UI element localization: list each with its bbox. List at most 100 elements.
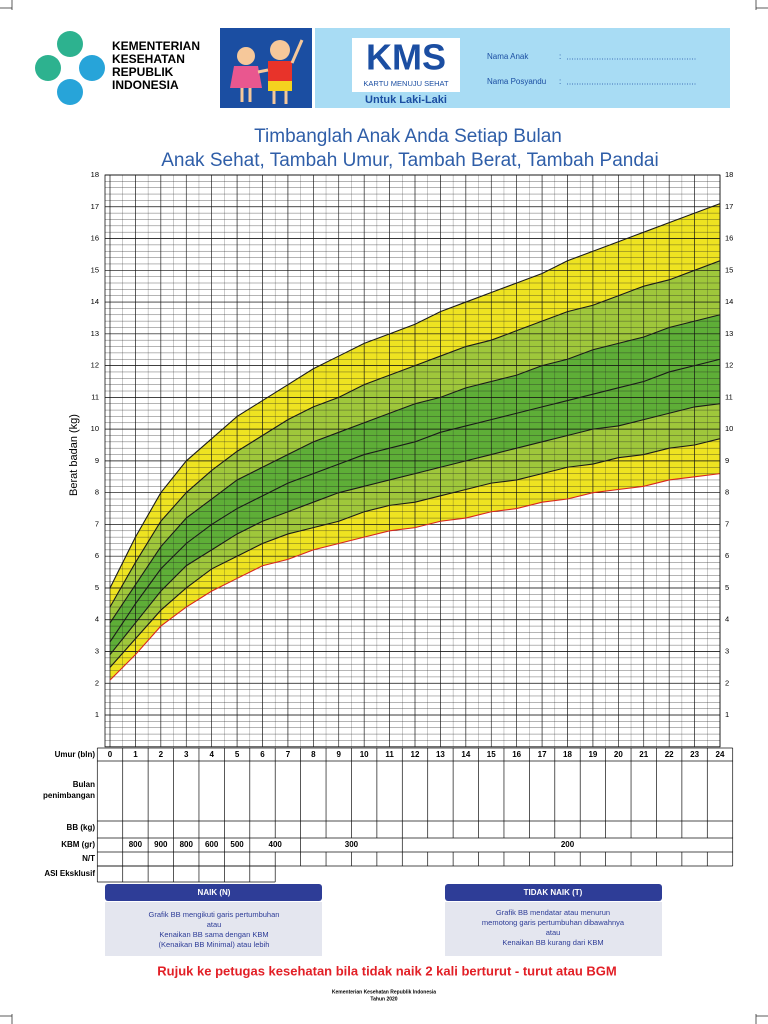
- kbm-value: 300: [345, 840, 359, 849]
- kms-box: [352, 38, 460, 92]
- y-tick-label: 13: [91, 329, 99, 338]
- legend-text: Kenaikan BB kurang dari KBM: [502, 938, 603, 947]
- legend-title: NAIK (N): [198, 888, 231, 897]
- age-label: 24: [716, 750, 725, 759]
- row-label: KBM (gr): [61, 840, 95, 849]
- age-label: 10: [360, 750, 369, 759]
- kms-table: 0 1 2 3 4 5 6 7 8 9 10 11 12 13 14 15 16 17 18 19 20 21 22 23 24…: [43, 747, 734, 883]
- legend-title: TIDAK NAIK (T): [524, 888, 583, 897]
- logo-text: INDONESIA: [112, 78, 179, 92]
- y-tick-label: 12: [91, 361, 99, 370]
- y-tick-label: 18: [91, 170, 99, 179]
- row-label: BB (kg): [67, 823, 96, 832]
- y-tick-label: 9: [725, 456, 729, 465]
- age-label: 7: [286, 750, 291, 759]
- y-tick-label: 10: [725, 424, 733, 433]
- y-tick-label: 15: [725, 265, 733, 274]
- y-tick-label: 1: [95, 710, 99, 719]
- age-label: 22: [665, 750, 674, 759]
- kbm-value: 500: [230, 840, 244, 849]
- row-label: Umur (bln): [55, 750, 96, 759]
- legend-text: atau: [207, 920, 222, 929]
- y-tick-label: 5: [725, 583, 729, 592]
- kms-gender: Untuk Laki-Laki: [365, 94, 447, 106]
- growth-curve: [109, 358, 721, 643]
- y-tick-label: 2: [725, 678, 729, 687]
- row-label: Bulan: [73, 780, 95, 789]
- growth-curve: [109, 403, 721, 656]
- y-tick-label: 16: [91, 234, 99, 243]
- growth-band: [110, 403, 720, 668]
- row-label: ASI Eksklusif: [44, 869, 95, 878]
- age-label: 8: [311, 750, 316, 759]
- age-label: 6: [260, 750, 265, 759]
- kms-title: KMS: [366, 37, 446, 78]
- y-tick-label: 7: [95, 519, 99, 528]
- kbm-value: 400: [269, 840, 283, 849]
- y-tick-label: 14: [725, 297, 733, 306]
- y-tick-label: 6: [95, 551, 99, 560]
- chart-subtitle: Anak Sehat, Tambah Umur, Tambah Berat, T…: [161, 150, 658, 171]
- kids-illustration: [220, 28, 312, 108]
- y-tick-label: 8: [95, 488, 99, 497]
- growth-curve: [109, 203, 721, 589]
- y-tick-label: 16: [725, 234, 733, 243]
- age-label: 23: [690, 750, 699, 759]
- y-tick-label: 15: [91, 265, 99, 274]
- y-tick-label: 8: [725, 488, 729, 497]
- growth-curve: [109, 314, 721, 624]
- y-tick-label: 17: [725, 202, 733, 211]
- age-label: 9: [337, 750, 342, 759]
- growth-band: [110, 438, 720, 681]
- y-tick-label: 17: [91, 202, 99, 211]
- age-label: 13: [436, 750, 445, 759]
- legend-box: [105, 902, 322, 956]
- y-tick-label: 12: [725, 361, 733, 370]
- row-label: penimbangan: [43, 791, 95, 800]
- plot-frame: [104, 174, 721, 748]
- legend-text: Kenaikan BB sama dengan KBM: [159, 930, 268, 939]
- age-label: 0: [108, 750, 113, 759]
- logo-text: KEMENTERIAN: [112, 39, 200, 53]
- age-label: 19: [588, 750, 597, 759]
- age-label: 3: [184, 750, 189, 759]
- ministry-logo: [35, 31, 105, 105]
- notice: Rujuk ke petugas kesehatan bila tidak na…: [157, 963, 616, 978]
- y-tick-label: 13: [725, 329, 733, 338]
- age-label: 5: [235, 750, 240, 759]
- y-tick-label: 11: [725, 392, 733, 401]
- kbm-value: 900: [154, 840, 168, 849]
- y-tick-label: 3: [95, 646, 99, 655]
- y-tick-label: 4: [95, 615, 99, 624]
- y-tick-label: 2: [95, 678, 99, 687]
- form-label: Nama Anak: [487, 52, 529, 61]
- y-tick-label: 3: [725, 646, 729, 655]
- legend-text: atau: [546, 928, 561, 937]
- age-label: 15: [487, 750, 496, 759]
- age-label: 11: [385, 750, 394, 759]
- legend-box: [445, 902, 662, 956]
- chart-title: Timbanglah Anak Anda Setiap Bulan: [254, 126, 562, 147]
- y-tick-label: 11: [91, 392, 99, 401]
- legend-header: [105, 884, 322, 901]
- y-tick-label: 9: [95, 456, 99, 465]
- growth-curve: [109, 438, 721, 668]
- y-tick-label: 7: [725, 519, 729, 528]
- kbm-value: 600: [205, 840, 219, 849]
- footer-text: Kementerian Kesehatan Republik Indonesia: [332, 989, 436, 995]
- legend-text: Grafik BB mengikuti garis pertumbuhan: [149, 910, 280, 919]
- age-label: 14: [461, 750, 470, 759]
- legend-text: Grafik BB mendatar atau menurun: [496, 908, 610, 917]
- y-tick-label: 4: [725, 615, 729, 624]
- age-label: 21: [639, 750, 648, 759]
- age-label: 17: [538, 750, 547, 759]
- age-label: 16: [512, 750, 521, 759]
- legend-header: [445, 884, 662, 901]
- kbm-value: 800: [129, 840, 143, 849]
- y-tick-label: 6: [725, 551, 729, 560]
- logo-text: KESEHATAN: [112, 52, 185, 66]
